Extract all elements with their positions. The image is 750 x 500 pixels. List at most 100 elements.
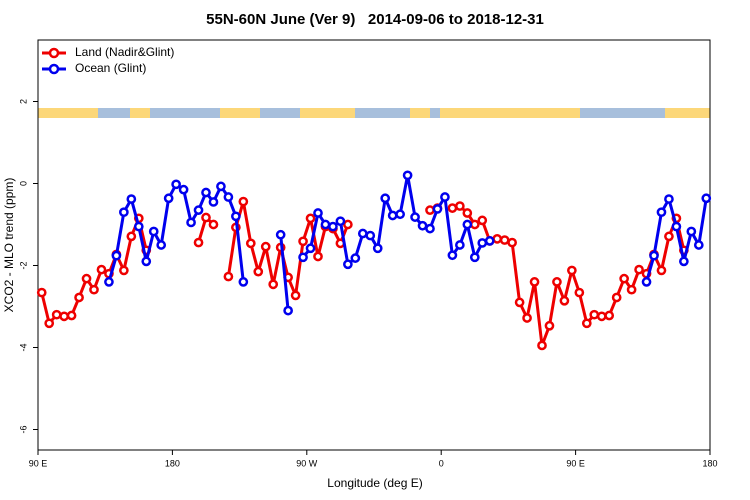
point <box>499 235 510 245</box>
point <box>74 292 84 303</box>
point <box>51 309 62 320</box>
point <box>193 237 204 248</box>
point <box>298 252 308 263</box>
point <box>432 204 443 214</box>
legend-marker <box>48 47 60 59</box>
point <box>223 192 234 202</box>
point <box>231 211 241 222</box>
point <box>89 284 99 295</box>
point <box>529 277 540 287</box>
point <box>36 287 47 298</box>
point <box>604 310 615 321</box>
point <box>343 259 353 270</box>
point <box>634 264 644 275</box>
point <box>365 230 376 241</box>
point <box>328 221 338 232</box>
y-tick-label: -4 <box>18 343 28 351</box>
point <box>492 234 503 244</box>
point <box>462 208 473 218</box>
point <box>313 208 323 218</box>
point <box>664 194 674 204</box>
point <box>104 277 114 287</box>
legend-marker <box>48 63 60 75</box>
point <box>208 219 219 230</box>
y-axis-label: XCO2 - MLO trend (ppm) <box>2 178 16 313</box>
point <box>641 277 652 287</box>
y-tick-label: -6 <box>18 425 28 433</box>
point <box>656 207 667 218</box>
point <box>410 212 420 222</box>
legend-label: Land (Nadir&Glint) <box>75 45 174 59</box>
chart-title: 55N-60N June (Ver 9) 2014-09-06 to 2018-… <box>206 11 544 28</box>
point <box>238 196 249 207</box>
point <box>469 219 480 230</box>
x-tick-label: 90 W <box>296 458 318 468</box>
point <box>44 318 55 329</box>
point <box>387 210 398 221</box>
point <box>469 252 480 263</box>
x-tick-label: 90 E <box>29 458 48 468</box>
point <box>537 340 547 351</box>
point <box>477 215 488 226</box>
point <box>335 216 346 227</box>
point <box>619 273 629 284</box>
point <box>372 243 383 254</box>
point <box>686 226 697 237</box>
point <box>290 290 301 301</box>
point <box>141 256 152 267</box>
point <box>596 311 607 322</box>
point <box>66 310 77 321</box>
point <box>552 277 562 287</box>
point <box>417 220 428 231</box>
point <box>574 287 585 298</box>
point <box>581 318 592 329</box>
y-tick-label: 2 <box>18 99 28 104</box>
point <box>462 219 473 230</box>
x-tick-label: 90 E <box>566 458 585 468</box>
point <box>305 243 316 254</box>
point <box>253 266 264 277</box>
legend-label: Ocean (Glint) <box>75 61 146 75</box>
point <box>626 284 637 295</box>
point <box>559 295 570 306</box>
point <box>477 238 488 248</box>
point <box>455 201 465 211</box>
point <box>81 273 92 284</box>
point <box>656 265 667 276</box>
point <box>507 237 517 248</box>
y-tick-label: 0 <box>18 181 28 186</box>
point <box>395 209 405 220</box>
point <box>350 253 361 263</box>
point <box>178 184 189 195</box>
point <box>649 250 659 261</box>
point <box>440 192 450 202</box>
point <box>402 170 413 181</box>
x-tick-label: 180 <box>702 458 717 468</box>
point <box>447 203 458 213</box>
point <box>156 240 167 250</box>
point <box>320 219 331 230</box>
point <box>111 250 122 261</box>
y-tick-label: -2 <box>18 261 28 269</box>
x-tick-label: 0 <box>439 458 444 468</box>
point <box>693 240 704 250</box>
point <box>96 264 107 275</box>
point <box>216 181 226 192</box>
point <box>260 241 271 252</box>
x-axis-label: Longitude (deg E) <box>327 476 422 490</box>
plot-frame <box>37 39 711 451</box>
point <box>119 265 129 276</box>
point <box>148 226 159 237</box>
point <box>589 309 600 320</box>
point <box>268 279 279 290</box>
point <box>544 320 555 331</box>
point <box>171 179 181 190</box>
point <box>701 193 712 204</box>
point <box>201 212 211 223</box>
point <box>313 251 323 262</box>
point <box>671 221 682 232</box>
point <box>611 292 622 303</box>
point <box>484 236 495 246</box>
point <box>223 271 234 282</box>
